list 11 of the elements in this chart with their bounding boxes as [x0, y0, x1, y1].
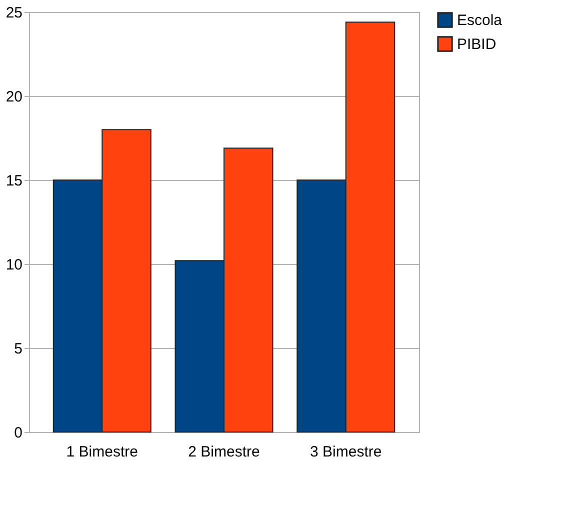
x-tick-label: 2 Bimestre [188, 444, 260, 460]
y-tick-label: 25 [6, 4, 22, 22]
y-tick-label: 5 [14, 340, 22, 358]
x-tick-label: 3 Bimestre [310, 444, 382, 460]
legend-label: PIBID [457, 36, 496, 53]
y-tick-label: 0 [14, 424, 22, 442]
x-tick-label: 1 Bimestre [66, 444, 138, 460]
y-tick-label: 15 [6, 172, 22, 190]
legend-label: Escola [457, 12, 503, 29]
y-tick-label: 20 [6, 88, 22, 106]
y-tick-label: 10 [6, 256, 22, 274]
